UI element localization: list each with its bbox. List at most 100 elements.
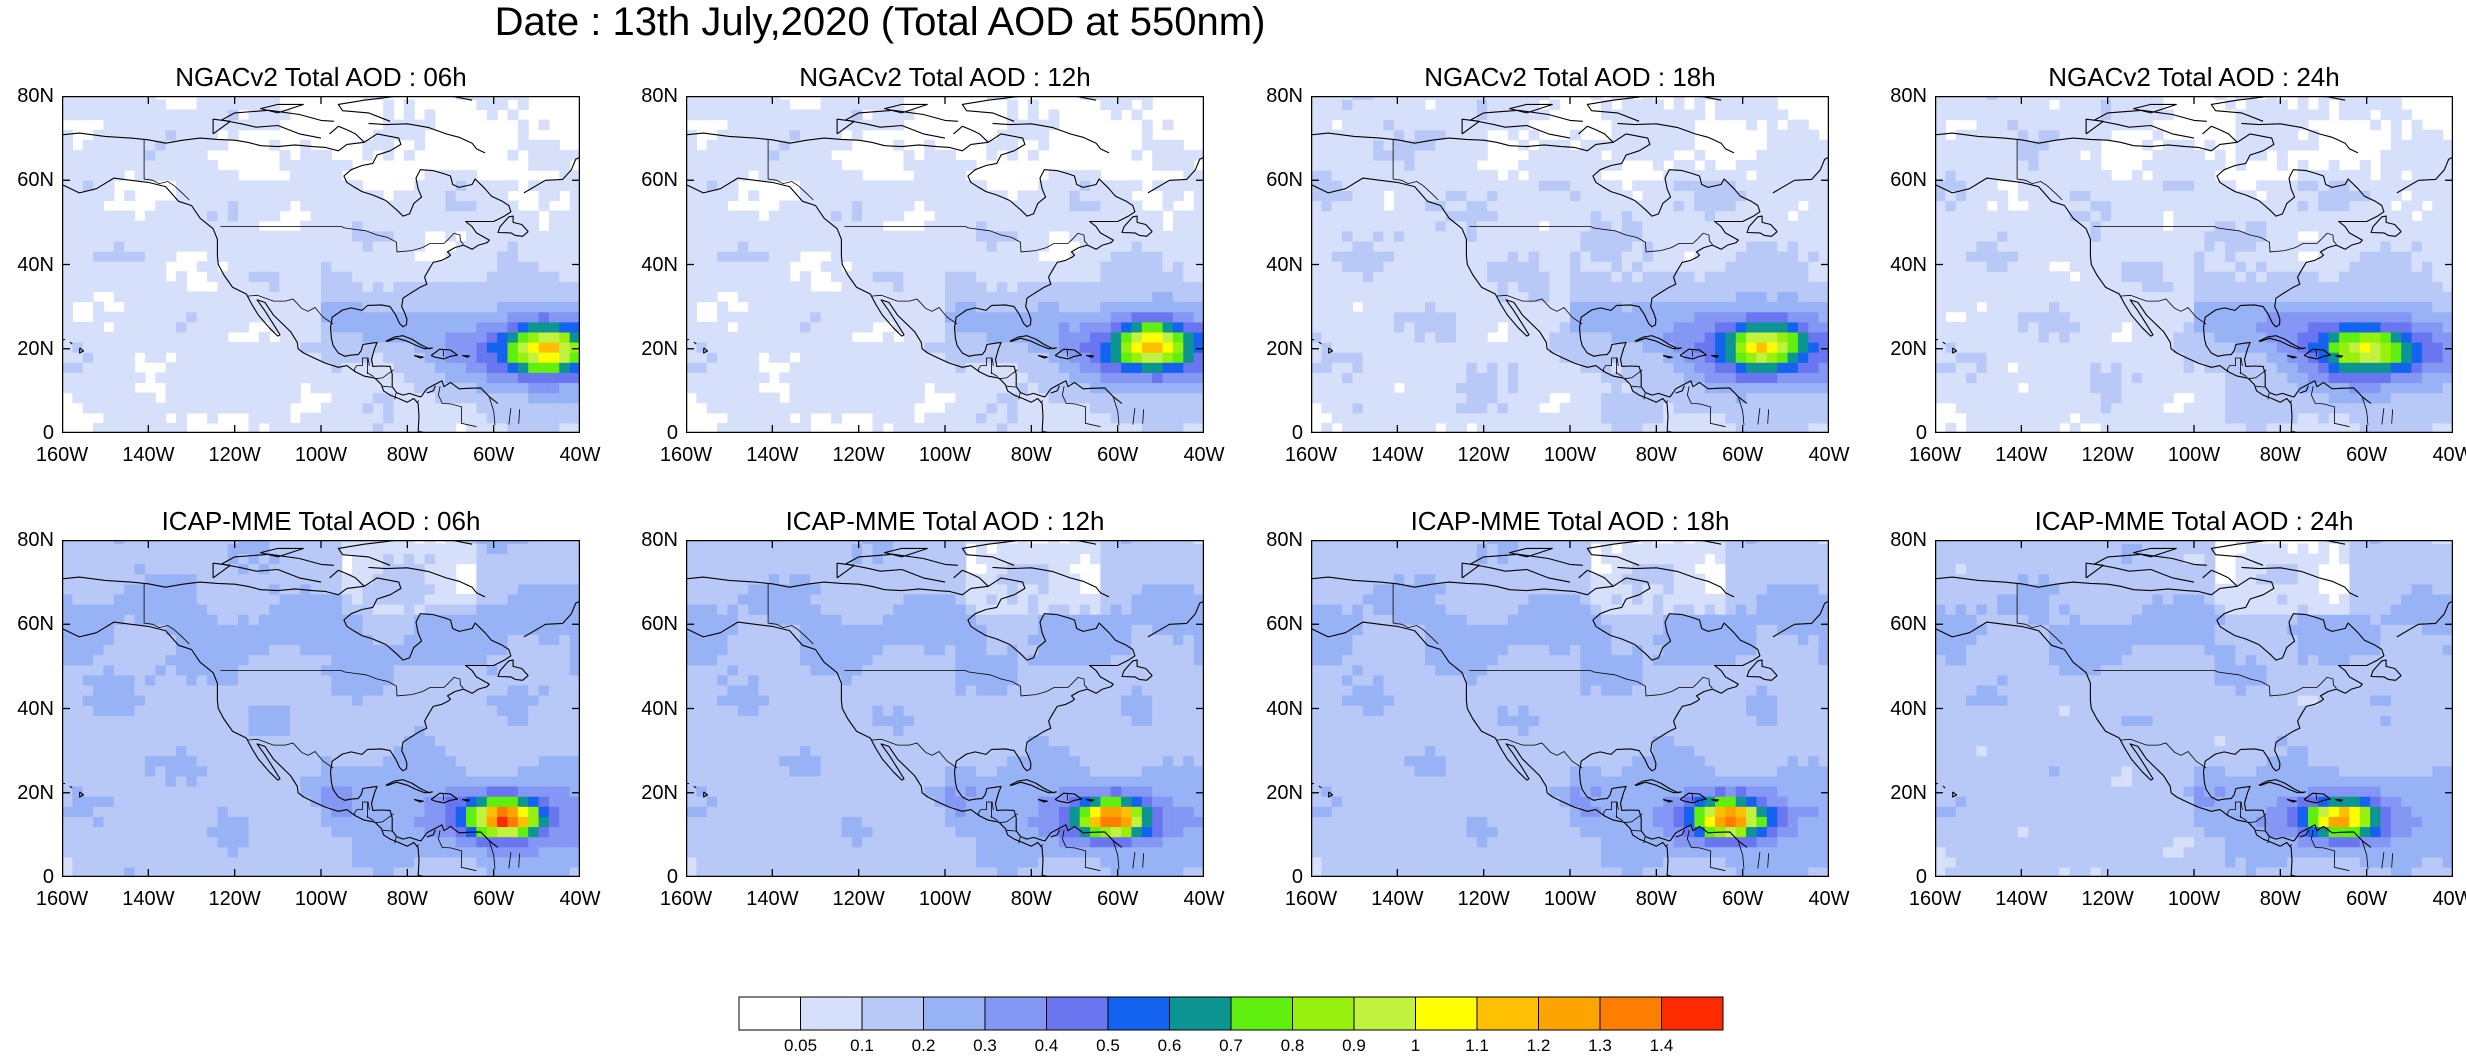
aod-cell (1152, 352, 1163, 363)
aod-cell (217, 352, 228, 363)
aod-cell (373, 393, 384, 404)
aod-cell (738, 251, 749, 262)
aod-cell (1131, 291, 1142, 302)
aod-cell (114, 160, 125, 171)
aod-cell (1352, 352, 1363, 363)
aod-cell (1777, 302, 1788, 313)
aod-cell (166, 241, 177, 252)
aod-cell (155, 352, 166, 363)
aod-cell (862, 99, 873, 110)
aod-cell (1601, 281, 1612, 292)
aod-cell (1580, 362, 1591, 373)
aod-cell (727, 261, 738, 272)
aod-cell (1049, 332, 1060, 343)
aod-cell (1997, 109, 2008, 120)
aod-cell (1788, 251, 1799, 262)
aod-cell (1508, 211, 1519, 222)
aod-cell (1100, 99, 1111, 110)
aod-cell (1819, 302, 1829, 313)
aod-cell (1352, 231, 1363, 242)
aod-cell (570, 332, 580, 343)
aod-cell (1945, 322, 1956, 333)
aod-cell (507, 403, 518, 414)
aod-cell (924, 413, 935, 424)
aod-cell (331, 261, 342, 272)
aod-cell (1142, 291, 1153, 302)
aod-cell (1736, 200, 1747, 211)
aod-cell (1746, 109, 1757, 120)
aod-cell (1100, 211, 1111, 222)
aod-cell (800, 291, 811, 302)
x-tick-label: 40W (1808, 445, 1849, 465)
aod-cell (1332, 170, 1343, 181)
aod-cell (1007, 271, 1018, 282)
aod-cell (883, 342, 894, 353)
aod-cell (738, 109, 749, 120)
aod-cell (145, 332, 156, 343)
aod-cell (1456, 109, 1467, 120)
aod-cell (997, 403, 1008, 414)
aod-cell (1715, 241, 1726, 252)
aod-cell (352, 241, 363, 252)
aod-cell (748, 261, 759, 272)
aod-cell (1311, 200, 1322, 211)
aod-cell (1736, 170, 1747, 181)
aod-cell (259, 393, 270, 404)
aod-cell (1373, 241, 1384, 252)
aod-cell (1342, 200, 1353, 211)
aod-cell (176, 271, 187, 282)
aod-cell (727, 251, 738, 262)
aod-cell (1173, 413, 1184, 424)
aod-cell (217, 302, 228, 313)
aod-cell (1808, 130, 1819, 141)
aod-cell (559, 342, 570, 353)
aod-cell (1415, 251, 1426, 262)
aod-cell (872, 271, 883, 282)
aod-cell (1059, 211, 1070, 222)
aod-cell (114, 322, 125, 333)
aod-cell (1163, 291, 1174, 302)
aod-cell (966, 413, 977, 424)
aod-cell (1945, 372, 1956, 383)
x-tick-label: 120W (209, 445, 261, 465)
aod-cell (1808, 423, 1819, 433)
aod-cell (1767, 281, 1778, 292)
aod-cell (1580, 372, 1591, 383)
aod-cell (155, 413, 166, 424)
aod-cell (145, 130, 156, 141)
aod-cell (1194, 200, 1204, 211)
aod-cell (1404, 271, 1415, 282)
aod-cell (570, 221, 580, 232)
aod-cell (1321, 362, 1332, 373)
aod-cell (1090, 322, 1101, 333)
aod-cell (2059, 120, 2070, 131)
aod-cell (466, 251, 477, 262)
aod-cell (1529, 251, 1540, 262)
aod-cell (1080, 231, 1091, 242)
aod-cell (1152, 372, 1163, 383)
aod-cell (549, 211, 560, 222)
aod-cell (539, 190, 550, 201)
aod-cell (321, 190, 332, 201)
aod-cell (528, 312, 539, 323)
aod-cell (1425, 170, 1436, 181)
aod-cell (1352, 382, 1363, 393)
aod-cell (83, 150, 94, 161)
aod-cell (914, 231, 925, 242)
aod-cell (2018, 271, 2029, 282)
aod-cell (362, 261, 373, 272)
aod-cell (821, 109, 832, 120)
aod-cell (1487, 352, 1498, 363)
aod-cell (145, 403, 156, 414)
aod-cell (1352, 200, 1363, 211)
aod-cell (1788, 150, 1799, 161)
aod-cell (1373, 372, 1384, 383)
aod-cell (1935, 332, 1946, 343)
aod-cell (528, 382, 539, 393)
aod-cell (1059, 190, 1070, 201)
aod-cell (1997, 382, 2008, 393)
aod-cell (759, 109, 770, 120)
aod-cell (1080, 291, 1091, 302)
aod-cell (841, 170, 852, 181)
